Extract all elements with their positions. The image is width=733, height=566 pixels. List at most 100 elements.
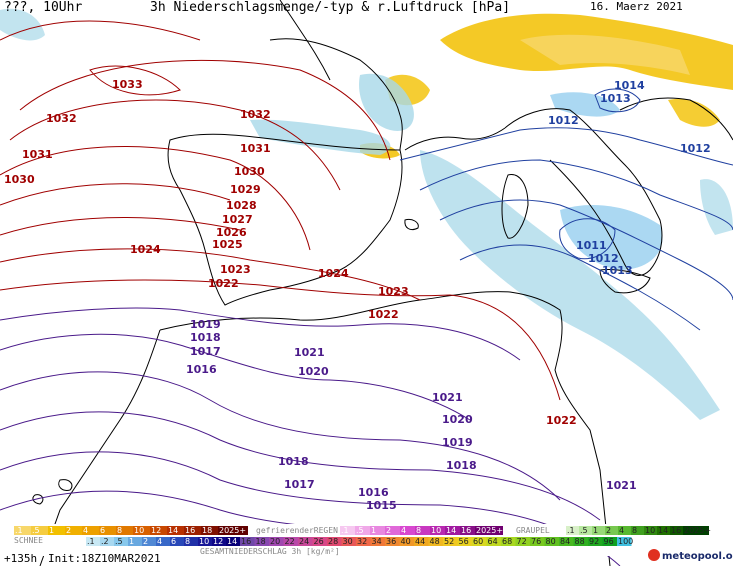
isobar-label: 1030	[234, 165, 265, 178]
legend-swatch	[128, 537, 142, 546]
legend-value: 8	[416, 526, 421, 535]
brand-name: meteopool.org	[662, 551, 733, 562]
legend-swatch	[48, 526, 65, 535]
legend-value: 8	[117, 526, 122, 535]
legend-graupel-label: GRAUPEL	[516, 526, 550, 535]
legend-swatch	[515, 537, 530, 546]
brand-logo: meteopool.org	[648, 549, 733, 562]
legend-value: 1	[129, 537, 134, 546]
legend-swatch	[31, 526, 48, 535]
legend-value: 14	[658, 526, 668, 535]
legend-swatch	[617, 537, 632, 546]
legend-swatch	[327, 537, 342, 546]
coast-canary	[58, 479, 73, 491]
legend-swatch	[385, 537, 400, 546]
isobar-label: 1031	[22, 148, 53, 161]
isobar-label: 1011	[576, 239, 607, 252]
isobar-label: 1019	[190, 318, 221, 331]
coast-sardinia	[501, 174, 529, 239]
legend-swatch	[170, 537, 184, 546]
isobar-label: 1016	[358, 486, 389, 499]
isobar-line	[0, 371, 561, 501]
legend-value: 10	[134, 526, 144, 535]
legend-value: 8	[632, 526, 637, 535]
legend-swatch	[340, 526, 355, 535]
isobar-label: 1027	[222, 213, 253, 226]
legend-value: 1	[593, 526, 598, 535]
legend-swatch	[670, 526, 683, 535]
legend-value: 60	[473, 537, 483, 546]
isobar-label: 1030	[4, 173, 35, 186]
isobar-label: 1021	[606, 479, 637, 492]
isobar-label: 1017	[190, 345, 221, 358]
isobar-label: 1013	[602, 264, 633, 277]
legend-value: 52	[444, 537, 454, 546]
legend: .1.5 1 2 4 6 8 10 12 14 16 18 2025+ gefrierenderREGE…	[0, 524, 733, 556]
legend-value: 4	[619, 526, 624, 535]
coast-iberia	[167, 133, 403, 306]
isobar-line	[0, 279, 561, 401]
legend-value: 14	[227, 537, 237, 546]
legend-swatch	[370, 537, 385, 546]
brand-logo-icon	[648, 549, 660, 561]
legend-swatch	[150, 526, 167, 535]
legend-value: 10	[645, 526, 655, 535]
legend-swatch	[226, 537, 240, 546]
legend-value: 12	[213, 537, 223, 546]
coast-uk	[279, 0, 331, 81]
isobar-line	[0, 451, 621, 566]
legend-swatch	[184, 537, 198, 546]
isobar-line	[459, 244, 701, 331]
legend-value: 88	[575, 537, 585, 546]
legend-swatch	[86, 537, 100, 546]
legend-swatch	[501, 537, 516, 546]
legend-swatch	[201, 526, 218, 535]
legend-swatch	[184, 526, 201, 535]
isobar-label: 1012	[680, 142, 711, 155]
legend-swatch	[65, 526, 82, 535]
legend-swatch	[415, 526, 430, 535]
legend-value: 10	[199, 537, 209, 546]
snow-area-adriatic	[550, 92, 620, 117]
snow-area-biscay	[250, 119, 391, 155]
isobar-label: 1023	[220, 263, 251, 276]
legend-value: 28	[328, 537, 338, 546]
isobar-label: 1031	[240, 142, 271, 155]
legend-swatch	[644, 526, 657, 535]
legend-value: 36	[386, 537, 396, 546]
header-title: 3h Niederschlagsmenge/-typ & r.Luftdruck…	[150, 0, 510, 15]
header: ???, 10Uhr 3h Niederschlagsmenge/-typ & …	[4, 0, 683, 15]
legend-value: 30	[343, 537, 353, 546]
isobar-label: 1021	[432, 391, 463, 404]
legend-swatch	[443, 537, 458, 546]
legend-swatch	[486, 537, 501, 546]
isobar-line	[0, 20, 201, 41]
legend-value: 34	[372, 537, 382, 546]
coast-france-med	[404, 127, 506, 151]
legend-swatch	[579, 526, 592, 535]
legend-value: 72	[517, 537, 527, 546]
isobar-label: 1014	[614, 79, 645, 92]
legend-value: .5	[580, 526, 588, 535]
legend-swatch	[312, 537, 327, 546]
legend-value: 20	[270, 537, 280, 546]
isobar-label: 1018	[446, 459, 477, 472]
isobar-label: 1018	[190, 331, 221, 344]
legend-swatch	[566, 526, 579, 535]
legend-swatch	[602, 537, 617, 546]
legend-value: 92	[589, 537, 599, 546]
legend-value: 14	[446, 526, 456, 535]
legend-value: .1	[341, 526, 349, 535]
isobar-lines	[0, 20, 733, 566]
legend-swatch	[573, 537, 588, 546]
legend-value: .5	[115, 537, 123, 546]
legend-swatch	[269, 537, 284, 546]
legend-swatch	[355, 526, 370, 535]
legend-value: 16	[671, 526, 681, 535]
isobar-label: 1018	[278, 455, 309, 468]
legend-swatch	[212, 537, 226, 546]
legend-swatch	[399, 537, 414, 546]
legend-value: 16	[461, 526, 471, 535]
legend-swatch	[428, 537, 443, 546]
